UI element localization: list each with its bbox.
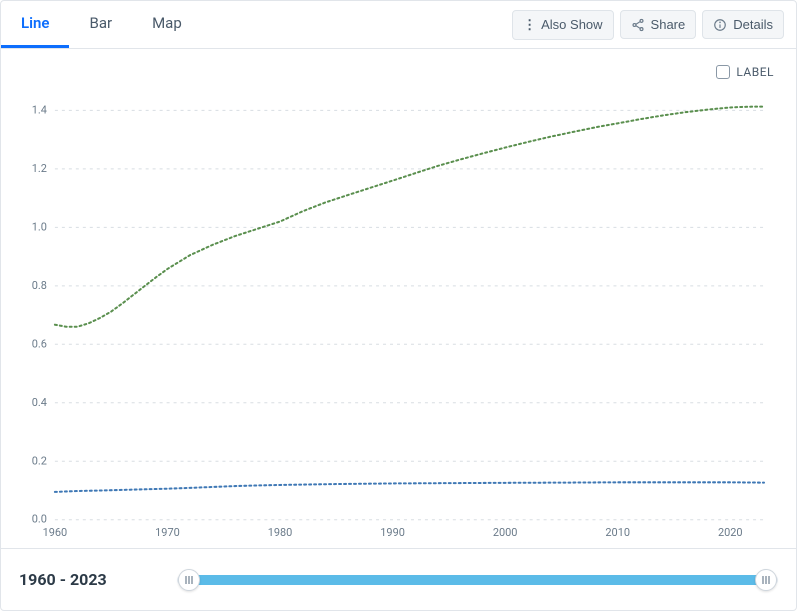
label-toggle-text: LABEL: [736, 65, 774, 79]
chart-area: LABEL 0.0 0.2 0.4 0.6 0.8 1.0 1.2 1.4 1960 1970 19…: [1, 49, 796, 548]
share-button[interactable]: Share: [620, 10, 697, 39]
label-toggle[interactable]: LABEL: [716, 65, 774, 79]
also-show-button[interactable]: ⋮ Also Show: [512, 10, 613, 40]
view-tabs: Line Bar Map: [1, 1, 202, 48]
svg-text:1980: 1980: [268, 526, 293, 539]
svg-text:1.4: 1.4: [32, 103, 47, 116]
share-label: Share: [651, 17, 686, 32]
svg-text:0.6: 0.6: [32, 337, 47, 350]
time-slider[interactable]: [177, 569, 778, 591]
svg-text:0.2: 0.2: [32, 454, 47, 467]
chart-panel: Line Bar Map ⋮ Also Show Share Details L…: [0, 0, 797, 611]
svg-text:1.0: 1.0: [32, 220, 47, 233]
svg-text:0.4: 0.4: [32, 396, 47, 409]
also-show-label: Also Show: [541, 17, 602, 32]
tab-line[interactable]: Line: [1, 1, 69, 48]
range-label: 1960 - 2023: [19, 570, 159, 589]
toolbar: Line Bar Map ⋮ Also Show Share Details: [1, 1, 796, 49]
checkbox-icon: [716, 65, 730, 79]
svg-text:1990: 1990: [380, 526, 405, 539]
svg-text:1.2: 1.2: [32, 162, 47, 175]
tab-line-label: Line: [21, 14, 49, 32]
tab-bar[interactable]: Bar: [69, 1, 132, 48]
tab-map[interactable]: Map: [132, 1, 202, 48]
details-label: Details: [733, 17, 773, 32]
more-vert-icon: ⋮: [523, 17, 535, 33]
line-chart: 0.0 0.2 0.4 0.6 0.8 1.0 1.2 1.4 1960 1970 1980 1990…: [15, 63, 782, 548]
info-icon: [713, 18, 727, 32]
svg-text:2010: 2010: [605, 526, 630, 539]
slider-handle-start[interactable]: [178, 569, 200, 591]
slider-track-fill: [189, 575, 766, 585]
svg-text:2020: 2020: [718, 526, 743, 539]
svg-text:1960: 1960: [43, 526, 68, 539]
svg-text:0.0: 0.0: [32, 513, 47, 526]
tab-map-label: Map: [152, 14, 182, 32]
svg-text:2000: 2000: [493, 526, 518, 539]
details-button[interactable]: Details: [702, 10, 784, 39]
tab-bar-label: Bar: [89, 14, 112, 32]
share-icon: [631, 18, 645, 32]
time-range-bar: 1960 - 2023: [1, 548, 796, 610]
slider-handle-end[interactable]: [755, 569, 777, 591]
svg-text:0.8: 0.8: [32, 279, 47, 292]
svg-text:1970: 1970: [155, 526, 180, 539]
